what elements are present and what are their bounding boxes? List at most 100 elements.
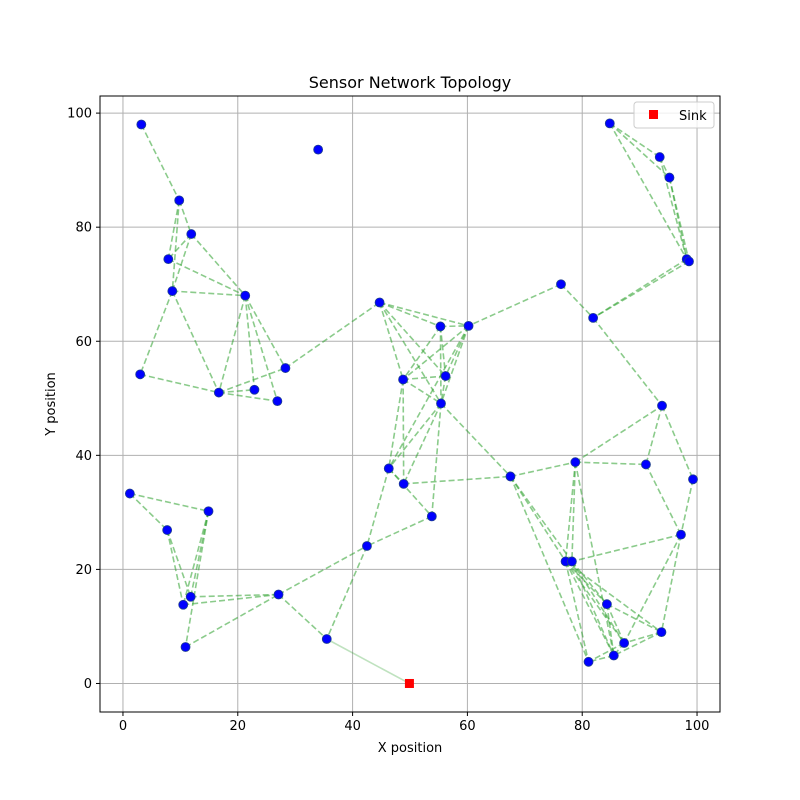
sensor-node — [688, 474, 698, 485]
network-link — [571, 561, 615, 656]
sensor-node — [249, 384, 260, 395]
network-link — [510, 461, 576, 478]
sensor-node — [684, 256, 694, 267]
network-link — [378, 302, 442, 404]
network-link — [571, 533, 682, 563]
network-link — [609, 122, 688, 260]
network-link — [129, 492, 209, 513]
network-link — [278, 545, 368, 596]
network-link — [379, 301, 469, 327]
x-tick-label: 0 — [119, 719, 127, 734]
network-link — [388, 402, 442, 469]
network-link — [440, 402, 512, 477]
sensor-node — [178, 599, 189, 610]
network-link — [509, 476, 590, 663]
network-link — [564, 560, 608, 605]
sink-marker-group — [404, 678, 414, 688]
sensor-node — [203, 506, 214, 517]
network-link — [167, 233, 192, 260]
sensor-node — [167, 286, 178, 296]
network-link — [680, 479, 694, 535]
network-link — [388, 325, 470, 469]
legend-sink-label: Sink — [679, 109, 707, 124]
sensor-node — [136, 119, 147, 130]
x-tick-label: 80 — [574, 719, 591, 734]
sensor-nodes — [124, 118, 698, 667]
sensor-node — [321, 634, 332, 644]
network-link — [606, 603, 662, 633]
network-link — [509, 476, 567, 562]
sensor-node — [186, 229, 197, 239]
network-link — [609, 122, 661, 158]
network-link — [183, 593, 279, 606]
network-link — [171, 200, 181, 292]
sensor-node — [664, 172, 675, 183]
network-link — [668, 177, 690, 262]
network-link — [171, 233, 193, 292]
network-link — [645, 464, 682, 535]
sensor-node — [272, 396, 283, 407]
network-link — [388, 467, 433, 517]
sensor-node — [556, 279, 566, 290]
network-link — [431, 403, 442, 517]
network-link — [574, 462, 615, 656]
network-link — [564, 462, 577, 562]
sensor-node — [566, 556, 577, 567]
network-link — [440, 325, 470, 404]
network-link — [571, 560, 625, 644]
network-link — [172, 290, 246, 297]
sensor-node — [604, 118, 615, 129]
grid — [100, 96, 720, 712]
y-tick-label: 40 — [75, 449, 92, 464]
x-axis-label: X position — [378, 741, 443, 756]
sensor-node — [602, 599, 612, 610]
sensor-node — [174, 195, 185, 206]
y-tick-label: 20 — [75, 563, 92, 578]
network-link — [379, 301, 441, 328]
y-tick-label: 80 — [75, 221, 92, 236]
sensor-node — [240, 290, 251, 301]
sensor-node — [383, 463, 394, 474]
network-link — [565, 560, 662, 633]
sensor-node — [135, 369, 146, 380]
network-link — [623, 631, 662, 644]
sensor-node — [398, 374, 409, 385]
network-link — [660, 534, 682, 633]
sensor-node — [313, 144, 324, 155]
network-link — [592, 260, 690, 319]
network-link — [140, 124, 180, 201]
legend-sink-swatch — [649, 110, 658, 119]
network-link — [623, 534, 682, 644]
network-link — [468, 283, 562, 327]
sensor-node — [280, 363, 291, 373]
y-tick-label: 60 — [75, 335, 92, 350]
legend: Sink — [633, 101, 715, 129]
sensor-node — [162, 525, 173, 535]
y-axis-label: Y position — [44, 372, 59, 437]
network-link — [166, 529, 192, 598]
network-link — [178, 200, 193, 235]
network-link — [218, 391, 278, 402]
network-link — [139, 290, 174, 375]
network-link — [284, 301, 381, 369]
plot-frame — [99, 95, 721, 713]
network-link — [645, 405, 663, 465]
network-link — [564, 561, 590, 662]
sensor-node — [657, 400, 667, 411]
network-link — [244, 295, 287, 369]
network-link — [218, 367, 286, 394]
network-link — [574, 405, 663, 463]
network-link — [184, 511, 210, 648]
x-tick-label: 60 — [459, 719, 476, 734]
network-link — [171, 290, 220, 393]
network-link — [244, 295, 279, 402]
sensor-node — [362, 541, 372, 551]
sensor-node — [436, 398, 446, 409]
network-link — [182, 511, 210, 605]
axis-ticks: 0 20 40 60 80 100 0 20 40 60 80 100 — [67, 107, 709, 734]
network-link — [190, 593, 279, 598]
network-link — [218, 295, 247, 393]
network-link — [366, 468, 390, 547]
x-tick-label: 40 — [344, 719, 361, 734]
